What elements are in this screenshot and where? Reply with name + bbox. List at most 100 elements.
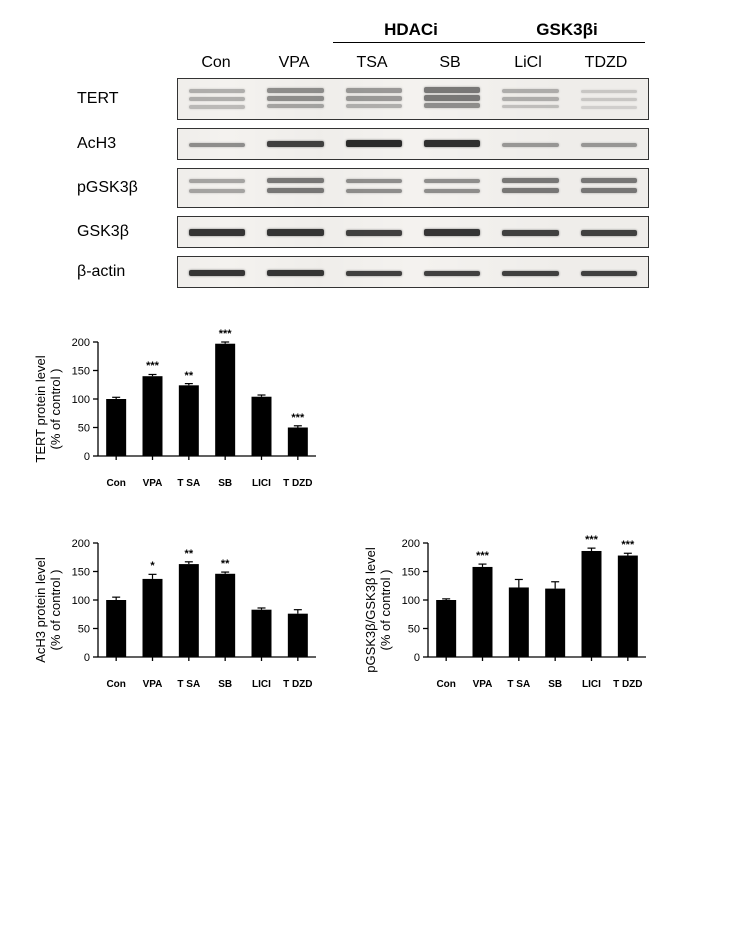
lane-label: LiCl bbox=[489, 54, 567, 72]
blot-strip bbox=[177, 78, 649, 120]
svg-text:100: 100 bbox=[402, 595, 420, 607]
blot-band bbox=[581, 106, 637, 109]
lane-label: VPA bbox=[255, 54, 333, 72]
chart-sig-label: ** bbox=[213, 558, 237, 570]
blot-band bbox=[502, 89, 558, 93]
chart-bar bbox=[252, 397, 272, 456]
chart-x-label: T DZD bbox=[280, 679, 316, 690]
western-blot-panel: HDACiGSK3βi ConVPATSASBLiClTDZD TERTAcH3… bbox=[77, 20, 677, 288]
chart-x-label: T SA bbox=[171, 478, 207, 489]
chart-x-label: Con bbox=[98, 679, 134, 690]
chart-bar bbox=[179, 564, 199, 657]
blot-band bbox=[267, 188, 323, 193]
svg-text:150: 150 bbox=[402, 567, 420, 579]
svg-text:200: 200 bbox=[72, 538, 90, 550]
blot-band bbox=[267, 270, 323, 276]
chart-x-label: Con bbox=[428, 679, 464, 690]
chart-x-label: SB bbox=[207, 679, 243, 690]
chart-x-labels: ConVPAT SASBLICIT DZD bbox=[428, 679, 646, 690]
chart-bar bbox=[509, 587, 529, 657]
chart-pgsk: pGSK3β/GSK3β level(% of control )0501001… bbox=[382, 529, 652, 690]
chart-y-title: AcH3 protein level(% of control ) bbox=[33, 530, 63, 690]
blot-band bbox=[424, 87, 480, 93]
svg-text:100: 100 bbox=[72, 394, 90, 406]
chart-sig-label: *** bbox=[580, 534, 604, 546]
lane-label: Con bbox=[177, 54, 255, 72]
chart-row-2: AcH3 protein level(% of control )0501001… bbox=[52, 529, 702, 690]
blot-row: GSK3β bbox=[77, 216, 677, 248]
chart-bar bbox=[215, 574, 235, 657]
svg-text:0: 0 bbox=[414, 652, 420, 664]
blot-band bbox=[189, 189, 245, 193]
chart-x-label: LICI bbox=[243, 478, 279, 489]
lane-label: TDZD bbox=[567, 54, 645, 72]
chart-x-label: VPA bbox=[464, 679, 500, 690]
chart-bar bbox=[288, 614, 308, 657]
blot-strip bbox=[177, 216, 649, 248]
chart-sig-label: ** bbox=[177, 548, 201, 560]
chart-bar bbox=[106, 600, 126, 657]
chart-x-labels: ConVPAT SASBLICIT DZD bbox=[98, 478, 316, 489]
svg-text:200: 200 bbox=[402, 538, 420, 550]
svg-text:150: 150 bbox=[72, 567, 90, 579]
chart-sig-label: *** bbox=[141, 360, 165, 372]
chart-bar bbox=[252, 610, 272, 657]
group-header-row: HDACiGSK3βi bbox=[177, 20, 677, 48]
group-header-label: HDACi bbox=[333, 20, 489, 40]
svg-text:50: 50 bbox=[78, 423, 90, 435]
blot-band bbox=[581, 90, 637, 93]
blot-band bbox=[502, 97, 558, 101]
blot-band bbox=[346, 189, 402, 193]
group-header-line bbox=[489, 42, 645, 43]
blot-strip bbox=[177, 256, 649, 288]
blot-band bbox=[502, 271, 558, 276]
blot-band bbox=[581, 188, 637, 193]
blot-band bbox=[424, 140, 480, 147]
svg-text:0: 0 bbox=[84, 652, 90, 664]
chart-bar bbox=[288, 428, 308, 457]
blot-band bbox=[267, 88, 323, 93]
blot-band bbox=[189, 143, 245, 147]
chart-ach3: AcH3 protein level(% of control )0501001… bbox=[52, 529, 322, 690]
chart-tert: TERT protein level(% of control )0501001… bbox=[52, 328, 322, 489]
blot-band bbox=[189, 270, 245, 276]
chart-bar bbox=[618, 556, 638, 657]
chart-x-label: T SA bbox=[501, 679, 537, 690]
blot-strip bbox=[177, 168, 649, 208]
blot-band bbox=[267, 96, 323, 101]
svg-text:50: 50 bbox=[408, 624, 420, 636]
chart-x-labels: ConVPAT SASBLICIT DZD bbox=[98, 679, 316, 690]
chart-y-title: pGSK3β/GSK3β level(% of control ) bbox=[363, 530, 393, 690]
blot-band bbox=[424, 179, 480, 183]
chart-x-label: SB bbox=[207, 478, 243, 489]
chart-row-1: TERT protein level(% of control )0501001… bbox=[52, 328, 702, 489]
blot-row: TERT bbox=[77, 78, 677, 120]
chart-sig-label: *** bbox=[471, 550, 495, 562]
blot-band bbox=[267, 104, 323, 108]
chart-svg: 050100150200 bbox=[52, 328, 322, 478]
svg-text:50: 50 bbox=[78, 624, 90, 636]
blot-strip bbox=[177, 128, 649, 160]
blot-band bbox=[346, 230, 402, 236]
blot-band bbox=[267, 178, 323, 183]
blot-band bbox=[424, 189, 480, 193]
svg-text:200: 200 bbox=[72, 337, 90, 349]
group-header-line bbox=[333, 42, 489, 43]
blot-band bbox=[346, 140, 402, 147]
chart-svg: 0 50 100 150 200 bbox=[382, 529, 652, 679]
chart-bar bbox=[143, 376, 163, 456]
chart-bar bbox=[179, 385, 199, 456]
chart-sig-label: * bbox=[141, 560, 165, 572]
blot-band bbox=[502, 178, 558, 183]
chart-sig-label: ** bbox=[177, 370, 201, 382]
blot-band bbox=[581, 143, 637, 147]
chart-x-label: VPA bbox=[134, 679, 170, 690]
svg-text:150: 150 bbox=[72, 366, 90, 378]
blot-band bbox=[346, 96, 402, 101]
chart-x-label: T DZD bbox=[280, 478, 316, 489]
chart-bar bbox=[545, 589, 565, 657]
chart-bar bbox=[215, 344, 235, 456]
chart-x-label: T SA bbox=[171, 679, 207, 690]
blot-row-label: AcH3 bbox=[77, 135, 177, 153]
blot-band bbox=[346, 88, 402, 93]
